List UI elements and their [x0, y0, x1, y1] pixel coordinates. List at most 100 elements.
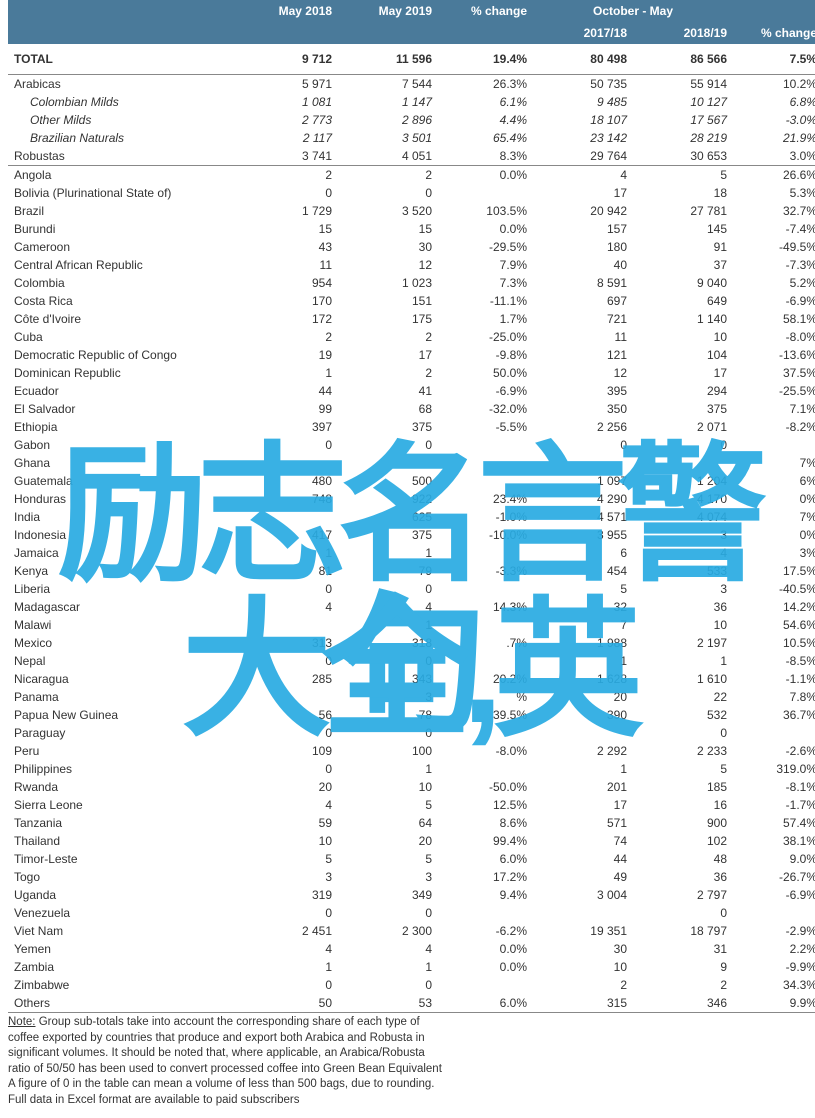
row-label: Kenya [8, 562, 238, 580]
row-value: 99.4% [438, 832, 533, 850]
row-value: 9.0% [733, 850, 815, 868]
row-value: 7.3% [438, 274, 533, 292]
row-label: Venezuela [8, 904, 238, 922]
row-value: .7% [438, 634, 533, 652]
row-value: 26.6% [733, 166, 815, 185]
row-value: 3 501 [338, 129, 438, 147]
row-value: 16 [633, 796, 733, 814]
row-value: 6% [733, 472, 815, 490]
row-value: 4 051 [338, 147, 438, 166]
row-value: 5 [633, 760, 733, 778]
row-value: 0 [238, 724, 338, 742]
row-value: 10 [633, 328, 733, 346]
table-row: Philippines0115319.0% [8, 760, 815, 778]
header-month2: May 2019 [338, 0, 438, 22]
row-value [238, 454, 338, 472]
row-value: 1 097 [533, 472, 633, 490]
row-value: 2 [633, 976, 733, 994]
row-value: 395 [533, 382, 633, 400]
row-value: 44 [533, 850, 633, 868]
table-row: Brazil1 7293 520103.5%20 94227 78132.7% [8, 202, 815, 220]
row-value: 18 107 [533, 111, 633, 129]
row-value: 2 [533, 976, 633, 994]
table-row: Mexico313318.7%1 9882 19710.5% [8, 634, 815, 652]
row-value: 1 [238, 364, 338, 382]
row-value: 319 [238, 886, 338, 904]
row-label: Liberia [8, 580, 238, 598]
row-label: Thailand [8, 832, 238, 850]
row-value: 1 [238, 958, 338, 976]
row-value: 91 [633, 238, 733, 256]
table-row: Uganda3193499.4%3 0042 797-6.9% [8, 886, 815, 904]
row-value: 185 [633, 778, 733, 796]
row-value: 0% [733, 490, 815, 508]
row-value [733, 904, 815, 922]
table-row: Venezuela000 [8, 904, 815, 922]
row-value: 922 [338, 490, 438, 508]
row-value: 30 653 [633, 147, 733, 166]
row-label: Arabicas [8, 75, 238, 94]
row-value [438, 454, 533, 472]
row-value: 0 [238, 652, 338, 670]
row-value: 2 [238, 166, 338, 185]
row-value: 3 004 [533, 886, 633, 904]
row-value: -8.2% [733, 418, 815, 436]
table-row: Viet Nam2 4512 300-6.2%19 35118 797-2.9% [8, 922, 815, 940]
row-label: Democratic Republic of Congo [8, 346, 238, 364]
table-row: Liberia0053-40.5% [8, 580, 815, 598]
row-value: 4 [533, 166, 633, 185]
row-value [633, 454, 733, 472]
row-value: 6 [533, 544, 633, 562]
row-value: 17 [633, 364, 733, 382]
row-value: 1 [238, 544, 338, 562]
row-label: Yemen [8, 940, 238, 958]
header-period: October - May [533, 0, 733, 22]
row-value: 172 [238, 310, 338, 328]
row-value: 17.2% [438, 868, 533, 886]
row-label: Gabon [8, 436, 238, 454]
row-value: 0.0% [438, 940, 533, 958]
row-value: 2 233 [633, 742, 733, 760]
row-value: 1 023 [338, 274, 438, 292]
table-row: Cuba22-25.0%1110-8.0% [8, 328, 815, 346]
row-value: 11 [238, 256, 338, 274]
row-value: 20.2% [438, 670, 533, 688]
row-value: 20 [338, 832, 438, 850]
row-label: Côte d'Ivoire [8, 310, 238, 328]
row-value: 349 [338, 886, 438, 904]
row-value: 7.5% [733, 44, 815, 75]
row-value: 58.1% [733, 310, 815, 328]
table-row: Angola220.0%4526.6% [8, 166, 815, 185]
row-value: 10 127 [633, 93, 733, 111]
row-value: 954 [238, 274, 338, 292]
table-row: Madagascar4414.3%323614.2% [8, 598, 815, 616]
row-value: 2 117 [238, 129, 338, 147]
table-row: Jamaica11643% [8, 544, 815, 562]
row-value: 532 [633, 706, 733, 724]
row-value [438, 184, 533, 202]
row-value: 318 [338, 634, 438, 652]
row-value [238, 616, 338, 634]
row-value: -26.7% [733, 868, 815, 886]
row-value: -11.1% [438, 292, 533, 310]
row-label: Colombia [8, 274, 238, 292]
row-value: 36 [633, 598, 733, 616]
row-value: -8.5% [733, 652, 815, 670]
row-value: 14.2% [733, 598, 815, 616]
row-value: 9 [633, 958, 733, 976]
row-value: 39.5% [438, 706, 533, 724]
row-value [238, 688, 338, 706]
row-value: -5.5% [438, 418, 533, 436]
row-value: 5.3% [733, 184, 815, 202]
row-value: 10.2% [733, 75, 815, 94]
table-row: Thailand102099.4%7410238.1% [8, 832, 815, 850]
row-label: Papua New Guinea [8, 706, 238, 724]
row-value: 1 204 [633, 472, 733, 490]
row-value: 5 [338, 796, 438, 814]
row-value: 649 [633, 292, 733, 310]
row-value: -40.5% [733, 580, 815, 598]
row-label: Jamaica [8, 544, 238, 562]
row-value: 10 [238, 832, 338, 850]
row-value: 7.9% [438, 256, 533, 274]
row-value: -6.9% [733, 292, 815, 310]
